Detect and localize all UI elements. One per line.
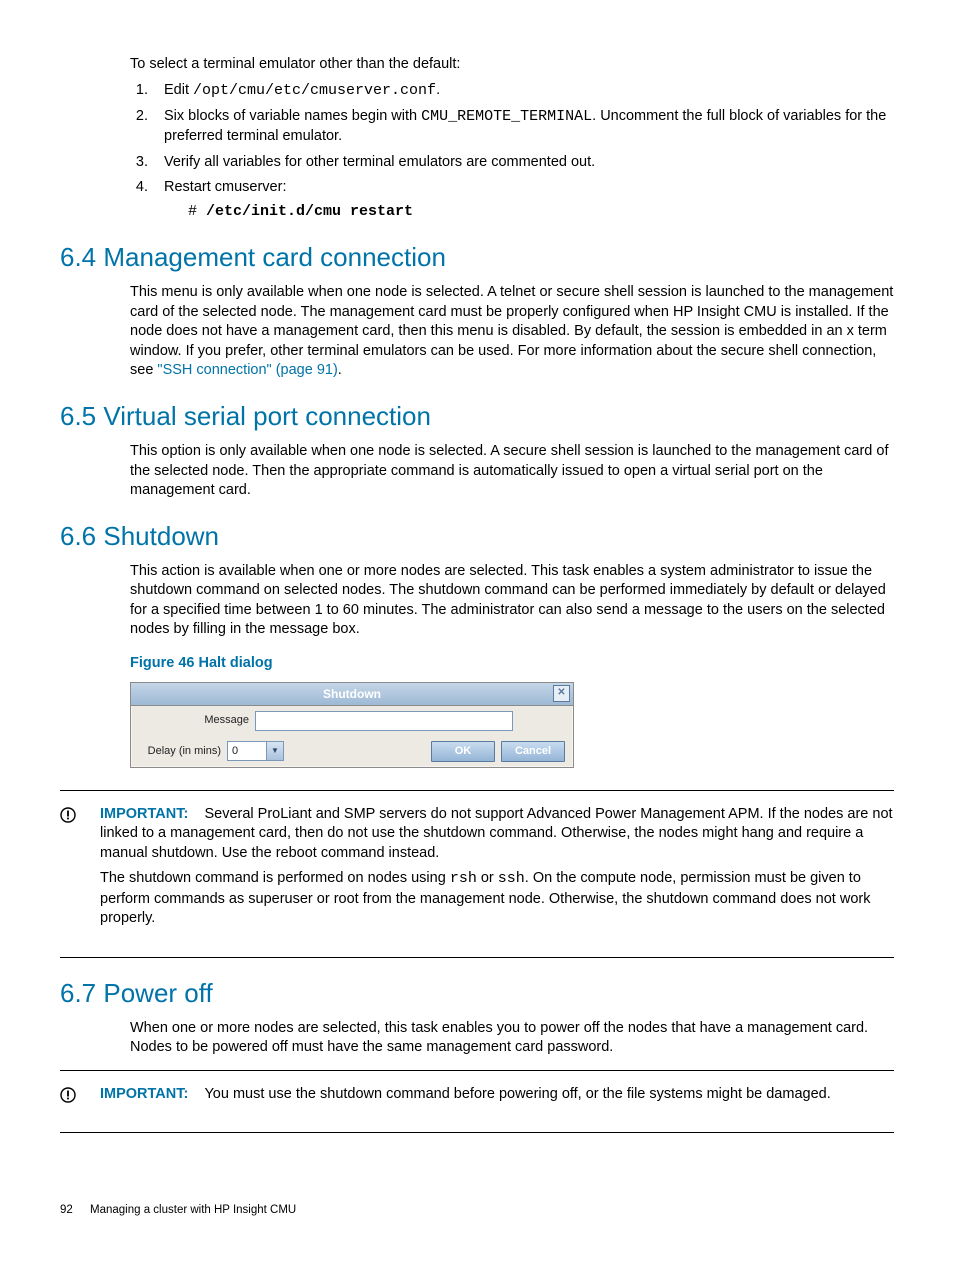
important-block-2: IMPORTANT: You must use the shutdown com… — [60, 1085, 894, 1111]
message-input[interactable] — [255, 711, 513, 731]
step4-text: Restart cmuserver: — [164, 179, 286, 195]
important-1-text: IMPORTANT: Several ProLiant and SMP serv… — [100, 805, 894, 935]
dialog-titlebar: Shutdown ✕ — [131, 683, 573, 706]
dialog-title-text: Shutdown — [323, 687, 381, 701]
important-icon — [60, 1085, 100, 1103]
important-1-body: Several ProLiant and SMP servers do not … — [100, 806, 893, 861]
message-label: Message — [139, 713, 255, 728]
ssh-link[interactable]: "SSH connection" (page 91) — [157, 362, 337, 378]
s66-p2-pre: The shutdown command is performed on nod… — [100, 870, 450, 886]
delay-row: Delay (in mins) 0 ▼ OK Cancel — [131, 736, 573, 767]
step-1: Edit /opt/cmu/etc/cmuserver.conf. — [152, 81, 894, 101]
important-1-para: IMPORTANT: Several ProLiant and SMP serv… — [100, 805, 894, 864]
important-icon — [60, 805, 100, 823]
section-6-6-body: This action is available when one or mor… — [130, 562, 894, 768]
delay-label: Delay (in mins) — [139, 744, 227, 759]
section-6-7-body: When one or more nodes are selected, thi… — [130, 1019, 894, 1058]
step-3: Verify all variables for other terminal … — [152, 153, 894, 173]
step2-code: CMU_REMOTE_TERMINAL — [421, 108, 592, 125]
step-2: Six blocks of variable names begin with … — [152, 107, 894, 147]
important-2-label: IMPORTANT: — [100, 1086, 188, 1102]
heading-6-5: 6.5 Virtual serial port connection — [60, 399, 894, 434]
divider — [60, 790, 894, 791]
important-block-1: IMPORTANT: Several ProLiant and SMP serv… — [60, 805, 894, 935]
step1-code: /opt/cmu/etc/cmuserver.conf — [193, 82, 436, 99]
page: To select a terminal emulator other than… — [0, 0, 954, 1259]
message-row: Message — [131, 706, 573, 736]
section-6-5-body: This option is only available when one n… — [130, 442, 894, 501]
page-footer: 92 Managing a cluster with HP Insight CM… — [60, 1203, 894, 1219]
restart-cmd: # /etc/init.d/cmu restart — [188, 202, 894, 222]
important-1-label: IMPORTANT: — [100, 806, 188, 822]
delay-spinner[interactable]: 0 ▼ — [227, 741, 284, 761]
s67-para: When one or more nodes are selected, thi… — [130, 1019, 894, 1058]
s65-para: This option is only available when one n… — [130, 442, 894, 501]
s66-p2-mid: or — [477, 870, 498, 886]
s64-para: This menu is only available when one nod… — [130, 283, 894, 381]
intro-steps: Edit /opt/cmu/etc/cmuserver.conf. Six bl… — [130, 81, 894, 222]
s66-para: This action is available when one or mor… — [130, 562, 894, 640]
figure-caption: Figure 46 Halt dialog — [130, 654, 894, 674]
close-icon[interactable]: ✕ — [553, 685, 570, 702]
divider — [60, 1132, 894, 1133]
s66-p2-c1: rsh — [450, 870, 477, 887]
heading-6-6: 6.6 Shutdown — [60, 519, 894, 554]
s64-post: . — [338, 362, 342, 378]
step1-post: . — [436, 82, 440, 98]
divider — [60, 957, 894, 958]
ok-button[interactable]: OK — [431, 741, 495, 762]
halt-dialog: Shutdown ✕ Message Delay (in mins) 0 ▼ O… — [130, 682, 574, 768]
cancel-button[interactable]: Cancel — [501, 741, 565, 762]
chevron-down-icon[interactable]: ▼ — [266, 742, 283, 760]
s66-p2: The shutdown command is performed on nod… — [100, 869, 894, 928]
s66-p2-c2: ssh — [498, 870, 525, 887]
divider — [60, 1070, 894, 1071]
important-2-text: IMPORTANT: You must use the shutdown com… — [100, 1085, 894, 1111]
important-2-body: You must use the shutdown command before… — [204, 1086, 830, 1102]
heading-6-7: 6.7 Power off — [60, 976, 894, 1011]
footer-title: Managing a cluster with HP Insight CMU — [90, 1204, 296, 1216]
step2-pre: Six blocks of variable names begin with — [164, 108, 421, 124]
section-6-4-body: This menu is only available when one nod… — [130, 283, 894, 381]
page-number: 92 — [60, 1204, 73, 1216]
heading-6-4: 6.4 Management card connection — [60, 240, 894, 275]
intro-block: To select a terminal emulator other than… — [130, 55, 894, 222]
intro-lead: To select a terminal emulator other than… — [130, 55, 894, 75]
step-4: Restart cmuserver: # /etc/init.d/cmu res… — [152, 178, 894, 222]
important-2-para: IMPORTANT: You must use the shutdown com… — [100, 1085, 894, 1105]
delay-value: 0 — [228, 744, 266, 759]
step1-pre: Edit — [164, 82, 193, 98]
cmd-text: /etc/init.d/cmu restart — [206, 203, 413, 220]
cmd-prefix: # — [188, 203, 206, 220]
